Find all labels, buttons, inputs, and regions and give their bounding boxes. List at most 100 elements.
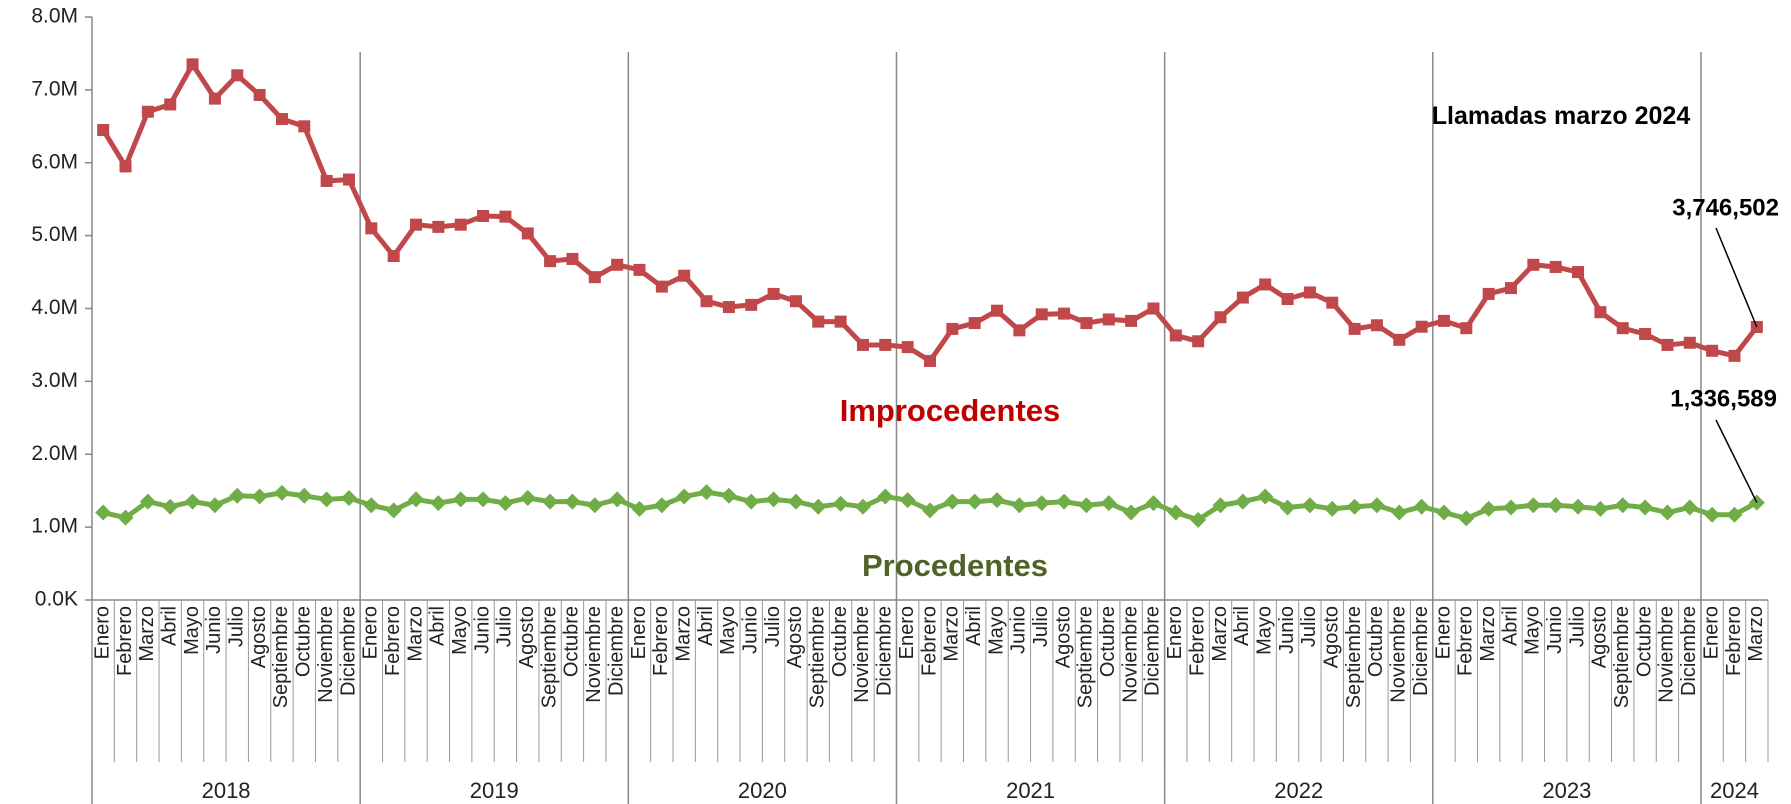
x-tick-label: Marzo — [1477, 606, 1499, 662]
x-tick-label: Abril — [963, 606, 985, 646]
marker — [142, 106, 154, 118]
x-tick-label: Enero — [628, 606, 650, 659]
x-tick-label: Julio — [226, 606, 248, 647]
marker — [768, 288, 780, 300]
marker — [341, 490, 357, 506]
x-tick-label: Agosto — [1589, 606, 1611, 668]
marker — [1257, 489, 1273, 505]
x-tick-label: Septiembre — [807, 606, 829, 708]
x-tick-label: Enero — [1700, 606, 1722, 659]
marker — [1078, 497, 1094, 513]
x-tick-label: Diciembre — [1678, 606, 1700, 696]
x-tick-label: Diciembre — [1410, 606, 1432, 696]
year-label: 2023 — [1542, 778, 1591, 803]
marker — [319, 491, 335, 507]
x-tick-label: Agosto — [1052, 606, 1074, 668]
marker — [1414, 499, 1430, 515]
marker — [1592, 501, 1608, 517]
page: 0.0K1.0M2.0M3.0M4.0M5.0M6.0M7.0M8.0MEner… — [0, 0, 1791, 804]
marker — [1460, 322, 1472, 334]
marker — [1527, 259, 1539, 271]
marker — [877, 489, 893, 505]
marker — [991, 305, 1003, 317]
marker — [743, 494, 759, 510]
year-label: 2019 — [470, 778, 519, 803]
marker — [229, 488, 245, 504]
marker — [1393, 334, 1405, 346]
x-tick-label: Junio — [471, 606, 493, 654]
marker — [924, 355, 936, 367]
marker — [723, 301, 735, 313]
x-tick-label: Noviembre — [1388, 606, 1410, 703]
marker — [1259, 278, 1271, 290]
marker — [363, 497, 379, 513]
marker — [1058, 308, 1070, 320]
x-tick-label: Septiembre — [270, 606, 292, 708]
marker — [946, 323, 958, 335]
marker — [1326, 297, 1338, 309]
marker — [252, 489, 268, 505]
marker — [453, 491, 469, 507]
marker — [162, 499, 178, 515]
marker — [542, 494, 558, 510]
marker — [1034, 495, 1050, 511]
x-tick-label: Marzo — [941, 606, 963, 662]
year-label: 2020 — [738, 778, 787, 803]
marker — [298, 120, 310, 132]
marker — [1503, 499, 1519, 515]
y-tick-label: 5.0M — [31, 223, 78, 246]
marker — [654, 497, 670, 513]
x-tick-label: Noviembre — [1656, 606, 1678, 703]
marker — [676, 489, 692, 505]
marker — [1548, 497, 1564, 513]
marker — [701, 295, 713, 307]
y-tick-label: 3.0M — [31, 369, 78, 392]
marker — [544, 255, 556, 267]
x-tick-label: Agosto — [1321, 606, 1343, 668]
leader-line — [1716, 420, 1757, 503]
x-tick-label: Febrero — [1186, 606, 1208, 676]
marker — [922, 502, 938, 518]
x-tick-label: Septiembre — [1075, 606, 1097, 708]
marker — [1013, 324, 1025, 336]
x-tick-label: Diciembre — [337, 606, 359, 696]
x-tick-label: Junio — [740, 606, 762, 654]
leader-line — [1716, 228, 1757, 327]
marker — [969, 317, 981, 329]
y-tick-label: 8.0M — [31, 5, 78, 28]
x-tick-label: Octubre — [1633, 606, 1655, 677]
marker — [1036, 308, 1048, 320]
marker — [1594, 306, 1606, 318]
marker — [611, 259, 623, 271]
x-tick-label: Abril — [427, 606, 449, 646]
x-tick-label: Septiembre — [538, 606, 560, 708]
marker — [967, 494, 983, 510]
marker — [633, 264, 645, 276]
x-tick-label: Febrero — [650, 606, 672, 676]
marker — [120, 160, 132, 172]
marker — [274, 485, 290, 501]
series-label: Improcedentes — [840, 393, 1061, 428]
marker — [699, 484, 715, 500]
x-tick-label: Julio — [494, 606, 516, 647]
y-tick-label: 1.0M — [31, 515, 78, 538]
x-tick-label: Mayo — [181, 606, 203, 655]
x-tick-label: Febrero — [1723, 606, 1745, 676]
x-tick-label: Mayo — [1253, 606, 1275, 655]
marker — [432, 221, 444, 233]
x-tick-label: Agosto — [784, 606, 806, 668]
x-tick-label: Diciembre — [1142, 606, 1164, 696]
marker — [164, 98, 176, 110]
x-tick-label: Julio — [762, 606, 784, 647]
x-tick-label: Febrero — [1455, 606, 1477, 676]
marker — [1436, 505, 1452, 521]
x-tick-label: Noviembre — [583, 606, 605, 703]
marker — [95, 505, 111, 521]
marker — [587, 497, 603, 513]
marker — [231, 69, 243, 81]
y-tick-label: 0.0K — [35, 588, 78, 611]
x-tick-label: Febrero — [114, 606, 136, 676]
x-tick-label: Octubre — [1097, 606, 1119, 677]
marker — [1145, 495, 1161, 511]
marker — [1728, 350, 1740, 362]
